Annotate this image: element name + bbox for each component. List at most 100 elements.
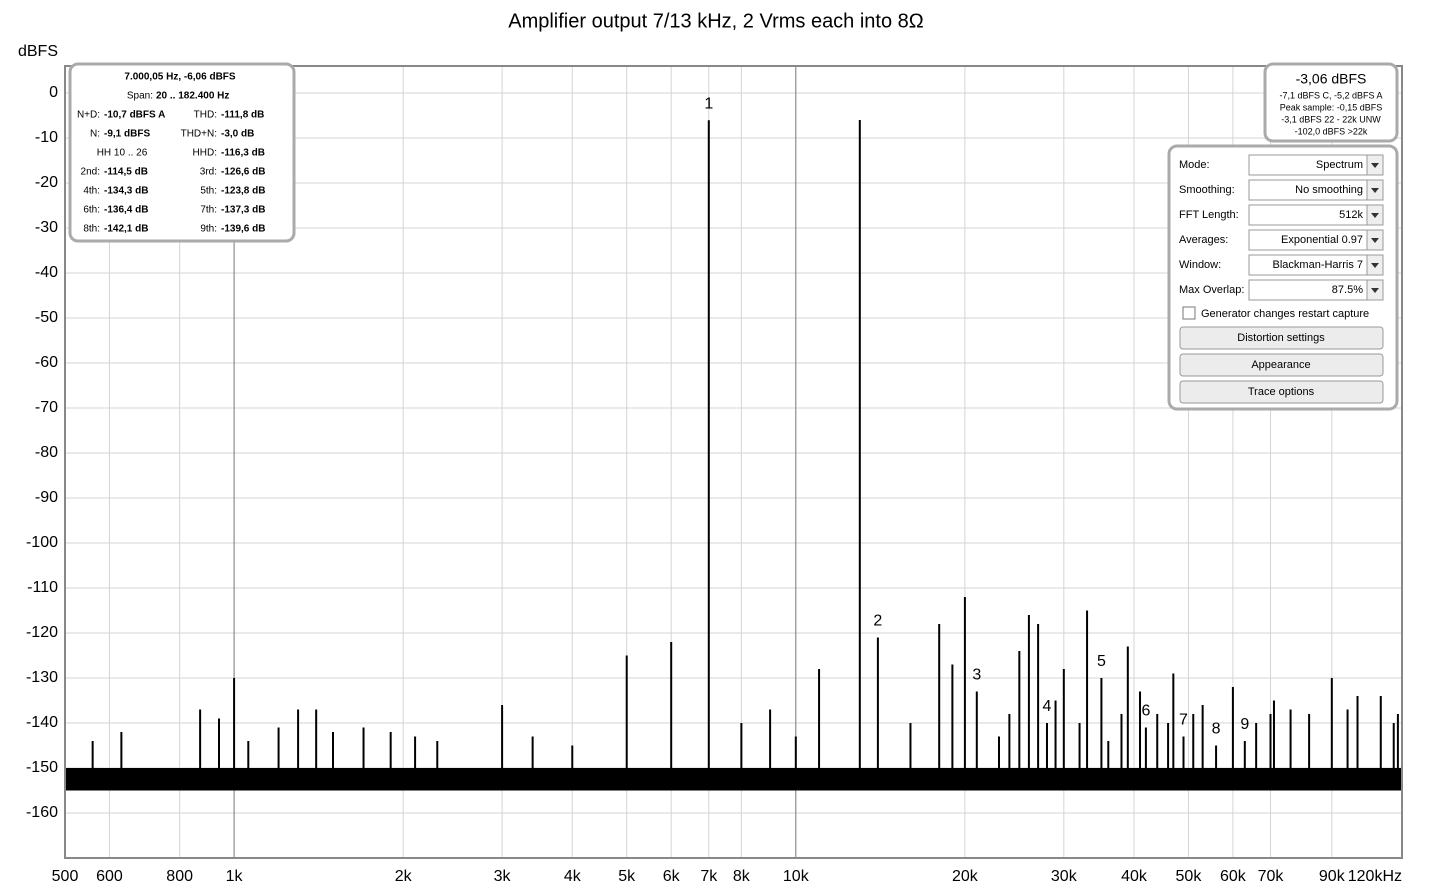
x-tick-label: 10k xyxy=(783,868,810,885)
x-tick-label: 500 xyxy=(52,868,79,885)
info-label: 5th: xyxy=(200,186,217,197)
info-value: -136,4 dB xyxy=(104,205,148,216)
x-tick-label: 3k xyxy=(494,868,512,885)
level-line: Peak sample: -0,15 dBFS xyxy=(1280,102,1383,112)
harmonic-marker: 3 xyxy=(972,667,981,684)
y-tick-label: 0 xyxy=(49,84,58,101)
y-tick-label: -160 xyxy=(26,804,58,821)
x-tick-label: 20k xyxy=(952,868,979,885)
level-main: -3,06 dBFS xyxy=(1296,71,1367,87)
x-tick-label: 70k xyxy=(1258,868,1285,885)
info-label: 4th: xyxy=(83,186,100,197)
dropdown-value: 87.5% xyxy=(1332,284,1363,296)
noise-floor xyxy=(65,768,1402,791)
x-tick-label: 90k xyxy=(1319,868,1346,885)
x-tick-label: 7k xyxy=(700,868,718,885)
x-tick-label: 8k xyxy=(733,868,751,885)
x-tick-label: 60k xyxy=(1220,868,1247,885)
button-label: Trace options xyxy=(1248,386,1315,398)
button[interactable] xyxy=(1179,353,1384,377)
y-tick-label: -50 xyxy=(35,309,58,326)
x-tick-label: 5k xyxy=(618,868,636,885)
harmonic-marker: 4 xyxy=(1043,698,1052,715)
level-line: -7,1 dBFS C, -5,2 dBFS A xyxy=(1279,90,1382,100)
y-tick-label: -10 xyxy=(35,129,58,146)
harmonic-marker: 7 xyxy=(1179,712,1188,729)
info-label: 3rd: xyxy=(200,167,217,178)
x-tick-label: 40k xyxy=(1121,868,1148,885)
info-label: 2nd: xyxy=(81,167,100,178)
dropdown-arrow xyxy=(1371,288,1379,293)
info-label: 8th: xyxy=(83,224,100,235)
harmonic-marker: 2 xyxy=(873,613,882,630)
x-tick-label: 4k xyxy=(564,868,582,885)
info-label: 7th: xyxy=(200,205,217,216)
dropdown-value: 512k xyxy=(1339,209,1363,221)
plot-frame xyxy=(64,65,1403,859)
x-tick-label: 30k xyxy=(1051,868,1078,885)
info-label: N: xyxy=(90,129,100,140)
y-tick-label: -110 xyxy=(27,579,58,596)
field-label: Max Overlap: xyxy=(1179,284,1244,296)
panels: 7.000,05 Hz, -6,06 dBFS Span: 20 .. 182.40… xyxy=(68,62,1399,411)
y-tick-label: -30 xyxy=(35,219,58,236)
y-tick-label: -70 xyxy=(35,399,58,416)
y-tick-label: -20 xyxy=(35,174,58,191)
harmonic-marker: 8 xyxy=(1212,721,1221,738)
y-tick-label: -120 xyxy=(26,624,58,641)
x-tick-label: 2k xyxy=(395,868,413,885)
info-value: 20 .. 182.400 Hz xyxy=(156,91,229,102)
info-label: 6th: xyxy=(83,205,100,216)
info-value: -139,6 dB xyxy=(221,224,265,235)
info-label: THD+N: xyxy=(181,129,217,140)
field-label: Mode: xyxy=(1179,159,1210,171)
info-box xyxy=(68,62,296,243)
info-label: HHD: xyxy=(193,148,217,159)
level-line: -3,1 dBFS 22 - 22k UNW xyxy=(1281,114,1381,124)
dropdown-arrow xyxy=(1371,188,1379,193)
info-value: -3,0 dB xyxy=(221,129,254,140)
info-label: HH 10 .. 26 xyxy=(97,148,148,159)
dropdown-value: No smoothing xyxy=(1295,184,1363,196)
dropdown-value: Blackman-Harris 7 xyxy=(1273,259,1363,271)
level-line: -102,0 dBFS >22k xyxy=(1295,126,1368,136)
y-axis-label: dBFS xyxy=(18,43,58,60)
y-tick-label: -60 xyxy=(35,354,58,371)
info-label: Span: xyxy=(127,91,153,102)
y-tick-label: -150 xyxy=(26,759,58,776)
dropdown-value: Exponential 0.97 xyxy=(1281,234,1363,246)
x-tick-label: 800 xyxy=(166,868,193,885)
chart-title: Amplifier output 7/13 kHz, 2 Vrms each i… xyxy=(508,10,924,32)
x-tick-label: 600 xyxy=(96,868,123,885)
button[interactable] xyxy=(1179,380,1384,404)
x-tick-label: 1k xyxy=(226,868,244,885)
y-tick-label: -140 xyxy=(26,714,58,731)
info-header: 7.000,05 Hz, -6,06 dBFS xyxy=(124,72,235,83)
dropdown-arrow xyxy=(1371,263,1379,268)
level-box xyxy=(1263,62,1399,143)
info-value: -137,3 dB xyxy=(221,205,265,216)
y-tick-label: -40 xyxy=(35,264,58,281)
button-label: Distortion settings xyxy=(1237,332,1325,344)
y-tick-label: -80 xyxy=(35,444,58,461)
field-label: Window: xyxy=(1179,259,1221,271)
checkbox[interactable] xyxy=(1182,306,1196,320)
info-value: -114,5 dB xyxy=(104,167,148,178)
y-tick-label: -100 xyxy=(26,534,58,551)
info-value: -126,6 dB xyxy=(221,167,265,178)
x-tick-label: 6k xyxy=(663,868,681,885)
x-tick-label: 50k xyxy=(1176,868,1203,885)
dropdown-arrow xyxy=(1371,213,1379,218)
dropdown-value: Spectrum xyxy=(1316,159,1363,171)
info-value: -9,1 dBFS xyxy=(104,129,150,140)
info-label: THD: xyxy=(194,110,217,121)
y-tick-label: -130 xyxy=(26,669,58,686)
button-label: Appearance xyxy=(1251,359,1310,371)
y-tick-label: -90 xyxy=(35,489,58,506)
info-label: N+D: xyxy=(77,110,100,121)
field-label: FFT Length: xyxy=(1179,209,1239,221)
info-value: -134,3 dB xyxy=(104,186,148,197)
button[interactable] xyxy=(1179,326,1384,350)
field-label: Averages: xyxy=(1179,234,1228,246)
